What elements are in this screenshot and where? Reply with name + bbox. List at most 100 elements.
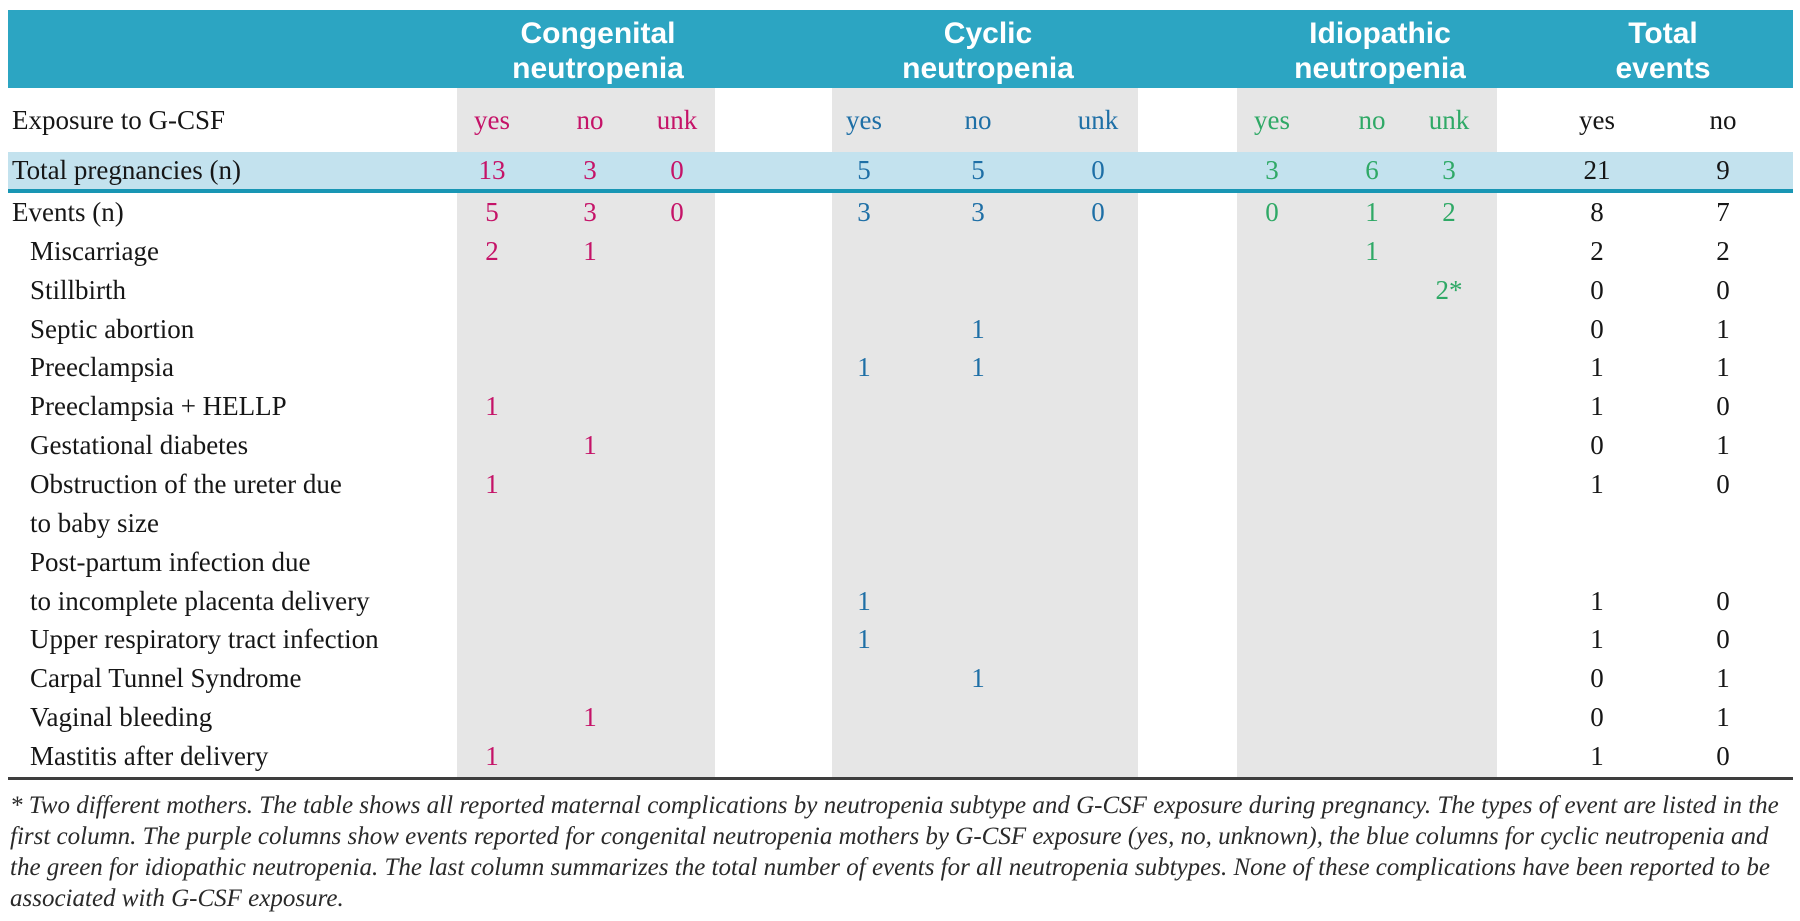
cell-total-yes: 1 bbox=[1590, 468, 1604, 499]
exposure-header-row: Exposure to G-CSF yes no unk yes no unk … bbox=[0, 88, 1800, 152]
cell-total-yes: 0 bbox=[1590, 430, 1604, 461]
cell-total-yes: 2 bbox=[1590, 235, 1604, 266]
cell-total-yes: 0 bbox=[1590, 663, 1604, 694]
table-row: Carpal Tunnel Syndrome 1 0 1 bbox=[0, 659, 1800, 698]
group-header-line: events bbox=[1615, 52, 1711, 85]
cell-total-no: 0 bbox=[1716, 624, 1730, 655]
cell-total-yes: 0 bbox=[1590, 702, 1604, 733]
group-header-line: Cyclic bbox=[943, 17, 1033, 50]
table-row: Gestational diabetes 1 0 1 bbox=[0, 426, 1800, 465]
group-header-idiopathic: Idiopathic neutropenia bbox=[1180, 16, 1580, 86]
cell-total-no: 0 bbox=[1716, 391, 1730, 422]
col-header-cyclic-unk: unk bbox=[1077, 104, 1119, 135]
cell-total-no: 9 bbox=[1716, 155, 1730, 185]
cell-cyclic-yes: 1 bbox=[857, 585, 871, 616]
group-header-line: neutropenia bbox=[902, 52, 1074, 85]
group-header-cyclic: Cyclic neutropenia bbox=[788, 16, 1188, 86]
table-row: Miscarriage 2 1 1 2 2 bbox=[0, 232, 1800, 271]
event-label: Obstruction of the ureter due bbox=[30, 468, 342, 499]
col-header-idiopathic-yes: yes bbox=[1254, 104, 1290, 135]
cell-cyclic-yes: 1 bbox=[857, 624, 871, 655]
table-row: Stillbirth 2* 0 0 bbox=[0, 271, 1800, 310]
group-header-total: Total events bbox=[1463, 16, 1800, 86]
cell-total-yes: 0 bbox=[1590, 274, 1604, 305]
bottom-rule bbox=[8, 777, 1793, 780]
cell-total-no: 1 bbox=[1716, 313, 1730, 344]
table-row: Obstruction of the ureter due 1 1 0 bbox=[0, 465, 1800, 504]
cell-cyclic-yes: 3 bbox=[857, 196, 871, 227]
event-label: Gestational diabetes bbox=[30, 430, 249, 461]
row-label: Total pregnancies (n) bbox=[12, 155, 242, 185]
cell-total-yes: 1 bbox=[1590, 585, 1604, 616]
event-label: Upper respiratory tract infection bbox=[30, 624, 379, 655]
cell-total-yes: 1 bbox=[1590, 624, 1604, 655]
cell-total-no: 0 bbox=[1716, 274, 1730, 305]
cell-idiopathic-unk: 2* bbox=[1435, 274, 1463, 305]
cell-congenital-no: 3 bbox=[583, 155, 597, 185]
table-row: Mastitis after delivery 1 1 0 bbox=[0, 737, 1800, 776]
col-header-congenital-yes: yes bbox=[474, 104, 510, 135]
cell-total-yes: 1 bbox=[1590, 391, 1604, 422]
cell-congenital-yes: 1 bbox=[485, 740, 499, 771]
event-label: Preeclampsia bbox=[30, 352, 174, 383]
cell-total-yes: 1 bbox=[1590, 740, 1604, 771]
cell-idiopathic-yes: 0 bbox=[1265, 196, 1279, 227]
event-label: Septic abortion bbox=[30, 313, 195, 344]
cell-idiopathic-yes: 3 bbox=[1265, 155, 1279, 185]
cell-total-no: 2 bbox=[1716, 235, 1730, 266]
cell-idiopathic-unk: 3 bbox=[1442, 155, 1456, 185]
table-row: Vaginal bleeding 1 0 1 bbox=[0, 698, 1800, 737]
cell-idiopathic-no: 6 bbox=[1365, 155, 1379, 185]
table-row: to baby size bbox=[0, 504, 1800, 543]
events-body: Events (n) 5 3 0 3 3 0 0 1 2 8 7 Miscarr… bbox=[0, 193, 1800, 776]
table-row: Upper respiratory tract infection 1 1 0 bbox=[0, 620, 1800, 659]
cell-total-no: 7 bbox=[1716, 196, 1730, 227]
cell-idiopathic-unk: 2 bbox=[1442, 196, 1456, 227]
row-label: Exposure to G-CSF bbox=[12, 104, 226, 135]
cell-congenital-yes: 1 bbox=[485, 468, 499, 499]
cell-congenital-no: 3 bbox=[583, 196, 597, 227]
group-header-line: Total bbox=[1628, 17, 1698, 50]
total-pregnancies-row: Total pregnancies (n) 13 3 0 5 5 0 3 6 3… bbox=[8, 152, 1793, 189]
event-label: Mastitis after delivery bbox=[30, 740, 269, 771]
cell-congenital-yes: 2 bbox=[485, 235, 499, 266]
table-row: Preeclampsia 1 1 1 1 bbox=[0, 348, 1800, 387]
table-header-band: Congenital neutropenia Cyclic neutropeni… bbox=[8, 10, 1793, 88]
cell-total-no: 0 bbox=[1716, 585, 1730, 616]
cell-congenital-no: 1 bbox=[583, 702, 597, 733]
cell-congenital-unk: 0 bbox=[670, 155, 684, 185]
event-label: Carpal Tunnel Syndrome bbox=[30, 663, 302, 694]
event-label: Post-partum infection due bbox=[30, 546, 311, 577]
table-footnote: * Two different mothers. The table shows… bbox=[10, 792, 1779, 912]
cell-cyclic-no: 1 bbox=[971, 663, 985, 694]
cell-total-yes: 21 bbox=[1583, 155, 1611, 185]
table-row: Post-partum infection due bbox=[0, 543, 1800, 582]
cell-total-yes: 1 bbox=[1590, 352, 1604, 383]
cyclic-column-band bbox=[832, 88, 1138, 777]
group-header-congenital: Congenital neutropenia bbox=[398, 16, 798, 86]
congenital-column-band bbox=[457, 88, 715, 777]
cell-cyclic-no: 3 bbox=[971, 196, 985, 227]
cell-total-yes: 8 bbox=[1590, 196, 1604, 227]
table-row: to incomplete placenta delivery 1 1 0 bbox=[0, 582, 1800, 621]
cell-congenital-no: 1 bbox=[583, 235, 597, 266]
cell-total-no: 1 bbox=[1716, 352, 1730, 383]
cell-cyclic-yes: 5 bbox=[857, 155, 871, 185]
idiopathic-column-band bbox=[1237, 88, 1497, 777]
cell-congenital-no: 1 bbox=[583, 430, 597, 461]
table-row: Events (n) 5 3 0 3 3 0 0 1 2 8 7 bbox=[0, 193, 1800, 232]
group-header-line: neutropenia bbox=[1294, 52, 1466, 85]
group-header-line: neutropenia bbox=[512, 52, 684, 85]
table-row: Septic abortion 1 0 1 bbox=[0, 310, 1800, 349]
table-row: Preeclampsia + HELLP 1 1 0 bbox=[0, 387, 1800, 426]
group-header-line: Congenital bbox=[520, 17, 676, 50]
event-label: Stillbirth bbox=[30, 274, 127, 305]
col-header-total-no: no bbox=[1709, 104, 1737, 135]
cell-cyclic-unk: 0 bbox=[1091, 155, 1105, 185]
cell-idiopathic-no: 1 bbox=[1365, 235, 1379, 266]
event-label: Preeclampsia + HELLP bbox=[30, 391, 287, 422]
cell-total-no: 1 bbox=[1716, 702, 1730, 733]
group-header-line: Idiopathic bbox=[1309, 17, 1451, 50]
event-label: Miscarriage bbox=[30, 235, 159, 266]
